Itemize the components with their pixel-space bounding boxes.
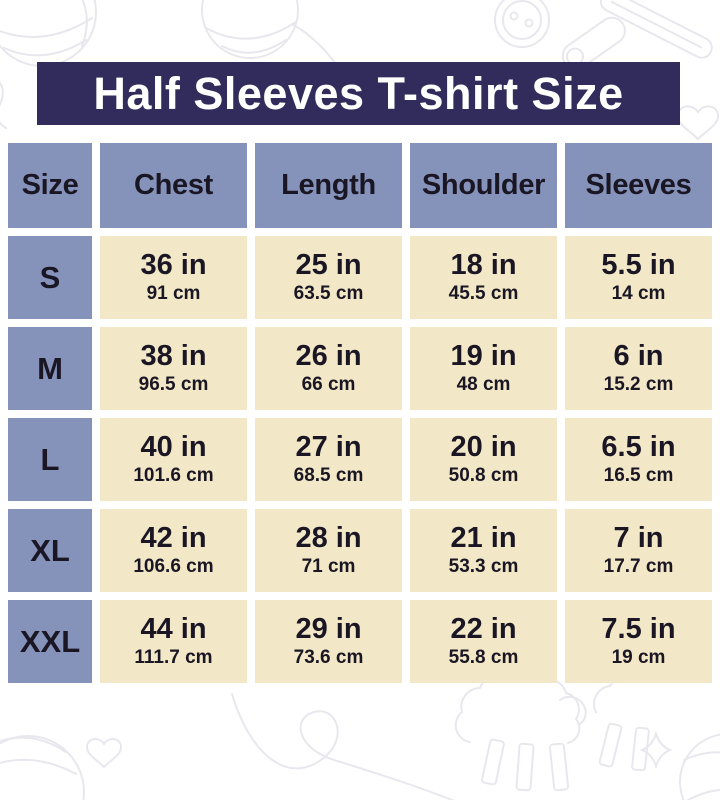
measurement-cell: 29 in 73.6 cm [255, 600, 402, 683]
cm-value: 19 cm [611, 647, 666, 668]
measurement-cell: 25 in 63.5 cm [255, 236, 402, 319]
title-banner: Half Sleeves T-shirt Size [37, 62, 680, 125]
cm-value: 101.6 cm [133, 465, 214, 486]
measurement-cell: 36 in 91 cm [100, 236, 247, 319]
inches-value: 22 in [450, 613, 517, 646]
measurement-cell: 5.5 in 14 cm [565, 236, 712, 319]
cm-value: 68.5 cm [293, 465, 364, 486]
inches-value: 27 in [295, 431, 362, 464]
measurement-cell: 6.5 in 16.5 cm [565, 418, 712, 501]
heart-icon [85, 738, 123, 769]
heart-icon [676, 105, 720, 141]
inches-value: 38 in [140, 340, 207, 373]
yarn-ball-icon [0, 0, 97, 67]
cm-value: 53.3 cm [448, 556, 519, 577]
cm-value: 55.8 cm [448, 647, 519, 668]
column-header-size: Size [8, 143, 92, 228]
column-header-sleeves: Sleeves [565, 143, 712, 228]
cm-value: 91 cm [146, 283, 201, 304]
inches-value: 7 in [613, 522, 664, 555]
column-header-length: Length [255, 143, 402, 228]
measurement-cell: 7 in 17.7 cm [565, 509, 712, 592]
inches-value: 26 in [295, 340, 362, 373]
measurement-cell: 19 in 48 cm [410, 327, 557, 410]
measurement-cell: 38 in 96.5 cm [100, 327, 247, 410]
measurement-cell: 44 in 111.7 cm [100, 600, 247, 683]
cm-value: 63.5 cm [293, 283, 364, 304]
inches-value: 29 in [295, 613, 362, 646]
needle-icon [599, 0, 713, 59]
yarn-ball-icon [201, 0, 341, 71]
measurement-cell: 21 in 53.3 cm [410, 509, 557, 592]
measurement-cell: 42 in 106.6 cm [100, 509, 247, 592]
row-label-m: M [8, 327, 92, 410]
sheep-icon [454, 670, 587, 792]
inches-value: 36 in [140, 249, 207, 282]
sheep-icon [593, 674, 650, 772]
measurement-cell: 7.5 in 19 cm [565, 600, 712, 683]
measurement-cell: 28 in 71 cm [255, 509, 402, 592]
cm-value: 48 cm [456, 374, 511, 395]
cm-value: 17.7 cm [603, 556, 674, 577]
cm-value: 45.5 cm [448, 283, 519, 304]
measurement-cell: 40 in 101.6 cm [100, 418, 247, 501]
cm-value: 106.6 cm [133, 556, 214, 577]
yarn-ball-icon [0, 735, 85, 800]
cm-value: 71 cm [301, 556, 356, 577]
thread-heart-squiggle [231, 693, 455, 800]
cm-value: 73.6 cm [293, 647, 364, 668]
inches-value: 5.5 in [601, 249, 676, 282]
inches-value: 18 in [450, 249, 517, 282]
cm-value: 96.5 cm [138, 374, 209, 395]
row-label-s: S [8, 236, 92, 319]
row-label-l: L [8, 418, 92, 501]
measurement-cell: 22 in 55.8 cm [410, 600, 557, 683]
size-table: Size Chest Length Shoulder Sleeves S 36 … [8, 143, 712, 683]
measurement-cell: 20 in 50.8 cm [410, 418, 557, 501]
button-icon [494, 0, 550, 48]
inches-value: 19 in [450, 340, 517, 373]
cm-value: 66 cm [301, 374, 356, 395]
inches-value: 44 in [140, 613, 207, 646]
column-header-chest: Chest [100, 143, 247, 228]
inches-value: 28 in [295, 522, 362, 555]
inches-value: 20 in [450, 431, 517, 464]
row-label-xxl: XXL [8, 600, 92, 683]
thread-curve [0, 81, 7, 129]
row-label-xl: XL [8, 509, 92, 592]
inches-value: 7.5 in [601, 613, 676, 646]
inches-value: 42 in [140, 522, 207, 555]
inches-value: 25 in [295, 249, 362, 282]
measurement-cell: 26 in 66 cm [255, 327, 402, 410]
cm-value: 16.5 cm [603, 465, 674, 486]
cm-value: 111.7 cm [134, 647, 213, 668]
inches-value: 6.5 in [601, 431, 676, 464]
sparkle-icon [639, 730, 673, 770]
page-title: Half Sleeves T-shirt Size [93, 67, 624, 119]
measurement-cell: 27 in 68.5 cm [255, 418, 402, 501]
inches-value: 40 in [140, 431, 207, 464]
column-header-shoulder: Shoulder [410, 143, 557, 228]
cm-value: 14 cm [611, 283, 666, 304]
measurement-cell: 18 in 45.5 cm [410, 236, 557, 319]
yarn-ball-icon [679, 733, 720, 800]
cm-value: 50.8 cm [448, 465, 519, 486]
inches-value: 6 in [613, 340, 664, 373]
cm-value: 15.2 cm [603, 374, 674, 395]
inches-value: 21 in [450, 522, 517, 555]
measurement-cell: 6 in 15.2 cm [565, 327, 712, 410]
